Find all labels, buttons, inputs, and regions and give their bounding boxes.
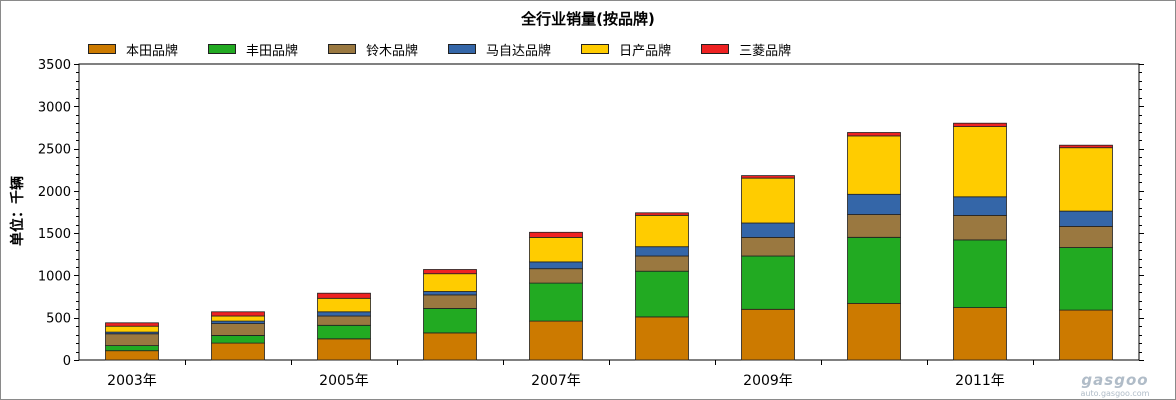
bar-segment xyxy=(317,315,371,326)
bar-segment xyxy=(529,261,583,270)
bar-segment xyxy=(1059,144,1113,149)
bar-segment xyxy=(423,332,477,361)
bar-segment xyxy=(423,273,477,292)
legend-item-honda: 本田品牌 xyxy=(88,40,178,59)
bar-segment xyxy=(529,282,583,322)
bar-segment xyxy=(105,325,159,333)
x-tick-label: 2005年 xyxy=(319,373,369,389)
bar-segment xyxy=(423,269,477,275)
bar-segment xyxy=(529,231,583,238)
y-tick-label: 3500 xyxy=(38,58,71,73)
bar-segment xyxy=(1059,309,1113,361)
bar-segment xyxy=(1059,247,1113,311)
bar-segment xyxy=(105,350,159,361)
bar-segment xyxy=(741,236,795,257)
legend-item-mazda: 马自达品牌 xyxy=(448,40,551,59)
bar-segment xyxy=(847,302,901,361)
watermark-url: auto.gasgoo.com xyxy=(1080,389,1150,398)
bar-segment xyxy=(1059,210,1113,227)
legend-swatch xyxy=(208,44,237,54)
bar-segment xyxy=(529,236,583,263)
bar-segment xyxy=(105,322,159,327)
x-tick-label: 2007年 xyxy=(531,373,581,389)
legend-label: 本田品牌 xyxy=(126,43,179,59)
bar-segment xyxy=(635,246,689,257)
x-tick-label: 2009年 xyxy=(743,373,793,389)
y-tick-label: 500 xyxy=(46,312,71,327)
bar-segment xyxy=(635,255,689,272)
bar-segment xyxy=(953,196,1007,216)
legend-label: 三菱品牌 xyxy=(739,43,792,59)
bar-segment xyxy=(741,255,795,310)
legend-label: 丰田品牌 xyxy=(246,43,299,59)
legend-swatch xyxy=(88,44,116,54)
y-tick-label: 1000 xyxy=(38,269,71,284)
legend-item-nissan: 日产品牌 xyxy=(581,40,671,59)
bar-segment xyxy=(953,214,1007,241)
bar-segment xyxy=(847,193,901,215)
bar-segment xyxy=(1059,225,1113,248)
bar-segment xyxy=(741,308,795,361)
bar-segment xyxy=(211,315,265,322)
y-tick-label: 2500 xyxy=(38,143,71,158)
bar-segment xyxy=(847,236,901,304)
bar-segment xyxy=(635,270,689,318)
bar-segment xyxy=(423,294,477,309)
bar-segment xyxy=(847,135,901,195)
legend-swatch xyxy=(328,44,357,54)
bar-segment xyxy=(847,132,901,137)
bar-segment xyxy=(105,345,159,352)
bar-segment xyxy=(317,338,371,361)
bar-segment xyxy=(1059,147,1113,212)
legend-item-suzuki: 铃木品牌 xyxy=(328,40,418,59)
bar-segment xyxy=(529,268,583,284)
legend-swatch xyxy=(581,44,610,54)
watermark: gasgoo auto.gasgoo.com xyxy=(1060,371,1170,398)
bar-segment xyxy=(635,316,689,361)
bar-segment xyxy=(423,291,477,296)
chart-legend: 本田品牌 丰田品牌 铃木品牌 马自达品牌 日产品牌 三菱品牌 xyxy=(88,40,821,59)
bar-segment xyxy=(423,307,477,334)
bar-segment xyxy=(741,177,795,224)
legend-item-mitsubishi: 三菱品牌 xyxy=(701,40,791,59)
legend-item-toyota: 丰田品牌 xyxy=(208,40,298,59)
y-tick-label: 3000 xyxy=(38,100,71,115)
bar-segment xyxy=(105,333,159,346)
y-tick-label: 1500 xyxy=(38,227,71,242)
legend-swatch xyxy=(701,44,730,54)
bar-segment xyxy=(211,335,265,344)
y-tick-label: 0 xyxy=(63,354,71,369)
bar-segment xyxy=(211,311,265,317)
bar-segment xyxy=(635,212,689,216)
bar-segment xyxy=(635,214,689,248)
bar-segment xyxy=(529,320,583,361)
y-tick-label: 2000 xyxy=(38,185,71,200)
bar-segment xyxy=(317,292,371,299)
bar-segment xyxy=(953,122,1007,127)
legend-swatch xyxy=(448,44,477,54)
chart-title: 全行业销量(按品牌) xyxy=(521,10,655,28)
legend-label: 日产品牌 xyxy=(619,43,672,59)
x-tick-label: 2003年 xyxy=(107,373,157,389)
bar-segment xyxy=(953,126,1007,198)
bar-segment xyxy=(317,311,371,317)
x-tick-label: 2011年 xyxy=(955,373,1005,389)
bar-segment xyxy=(741,222,795,238)
bar-segment xyxy=(953,239,1007,308)
bar-segment xyxy=(317,297,371,313)
legend-label: 马自达品牌 xyxy=(486,43,552,59)
bar-segment xyxy=(211,323,265,336)
watermark-logo: gasgoo xyxy=(1081,371,1149,389)
bar-segment xyxy=(211,342,265,361)
bar-segment xyxy=(953,307,1007,361)
bar-segment xyxy=(847,214,901,238)
legend-label: 铃木品牌 xyxy=(366,43,419,59)
bar-segment xyxy=(317,324,371,340)
bar-segment xyxy=(741,175,795,179)
